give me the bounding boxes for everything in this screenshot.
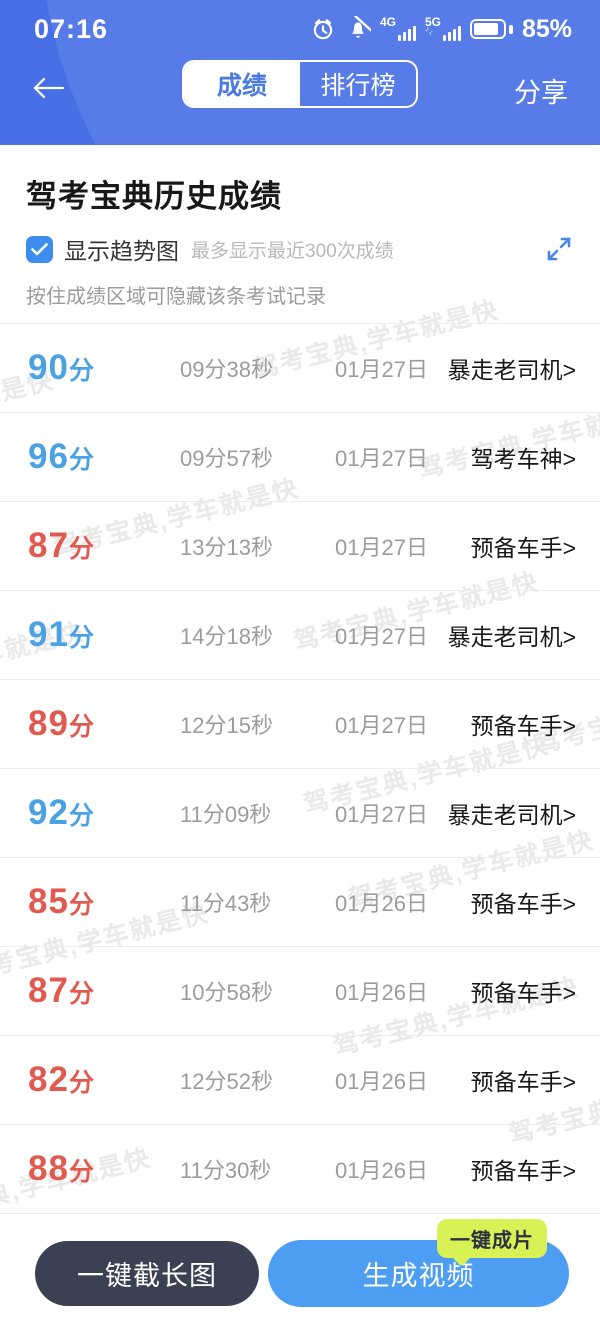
exam-date: 01月26日 [335, 891, 428, 916]
score-row[interactable]: 92分 11分09秒 01月27日 暴走老司机> [0, 769, 600, 858]
exam-date: 01月27日 [335, 357, 428, 382]
signal-5g-icon: 5G [424, 16, 461, 43]
clock-time: 07:16 [34, 13, 109, 44]
exam-date: 01月27日 [335, 713, 428, 738]
score-value: 87分 [28, 971, 94, 1010]
page-title: 驾考宝典历史成绩 [26, 179, 282, 214]
exam-duration: 12分15秒 [180, 713, 273, 738]
status-bar: 07:16 4G [0, 0, 600, 46]
content: 驾考宝典历史成绩 显示趋势图 最多显示最近300次成绩 按住成绩区域可隐藏该条考… [0, 171, 600, 1214]
exam-duration: 14分18秒 [180, 624, 273, 649]
score-value: 87分 [28, 526, 94, 565]
exam-date: 01月27日 [335, 535, 428, 560]
rank-link[interactable]: 预备车手> [470, 1069, 576, 1095]
back-arrow-icon[interactable] [30, 70, 66, 106]
score-row[interactable]: 82分 12分52秒 01月26日 预备车手> [0, 1036, 600, 1125]
generate-video-label: 生成视频 [362, 1261, 475, 1291]
tab-scores[interactable]: 成绩 [184, 62, 300, 106]
long-press-hint: 按住成绩区域可隐藏该条考试记录 [26, 286, 326, 308]
exam-duration: 11分09秒 [180, 802, 272, 827]
score-row[interactable]: 87分 10分58秒 01月26日 预备车手> [0, 947, 600, 1036]
header: 07:16 4G [0, 0, 600, 145]
score-value: 85分 [28, 882, 94, 921]
exam-date: 01月27日 [335, 802, 428, 827]
rank-link[interactable]: 预备车手> [470, 535, 576, 561]
signal-4g-icon: 4G [380, 16, 416, 43]
rank-link[interactable]: 预备车手> [470, 1158, 576, 1184]
tab-leaderboard[interactable]: 排行榜 [320, 72, 396, 100]
exam-duration: 09分57秒 [180, 446, 273, 471]
trend-checkbox[interactable] [26, 235, 53, 263]
battery-percent: 85% [521, 14, 572, 43]
trend-option-row: 显示趋势图 最多显示最近300次成绩 [26, 232, 574, 266]
header-curve-decoration [40, 0, 600, 145]
nav-bar: 成绩 排行榜 分享 [0, 46, 600, 132]
rank-link[interactable]: 预备车手> [470, 891, 576, 917]
score-value: 90分 [28, 348, 94, 387]
battery-icon [469, 19, 513, 39]
rank-link[interactable]: 预备车手> [470, 980, 576, 1006]
score-row[interactable]: 89分 12分15秒 01月27日 预备车手> [0, 680, 600, 769]
status-icons: 4G 5G 85% [310, 15, 572, 44]
exam-date: 01月27日 [335, 446, 428, 471]
exam-duration: 11分30秒 [180, 1158, 272, 1183]
exam-duration: 13分13秒 [180, 535, 273, 560]
score-rank-tabs: 成绩 排行榜 [182, 60, 418, 108]
score-value: 82分 [28, 1060, 94, 1099]
score-row[interactable]: 85分 11分43秒 01月26日 预备车手> [0, 858, 600, 947]
rank-link[interactable]: 暴走老司机> [447, 624, 576, 650]
score-value: 96分 [28, 437, 94, 476]
score-value: 88分 [28, 1149, 94, 1188]
alarm-icon [310, 16, 336, 42]
score-row[interactable]: 96分 09分57秒 01月27日 驾考车神> [0, 413, 600, 502]
rank-link[interactable]: 驾考车神> [470, 446, 576, 472]
score-list: 90分 09分38秒 01月27日 暴走老司机> 96分 09分57秒 01月2… [0, 323, 600, 1214]
score-row[interactable]: 90分 09分38秒 01月27日 暴走老司机> [0, 324, 600, 413]
exam-duration: 09分38秒 [180, 357, 273, 382]
score-row[interactable]: 88分 11分30秒 01月26日 预备车手> [0, 1125, 600, 1214]
rank-link[interactable]: 暴走老司机> [447, 802, 576, 828]
score-row[interactable]: 91分 14分18秒 01月27日 暴走老司机> [0, 591, 600, 680]
bell-muted-icon [345, 16, 371, 42]
one-key-video-badge: 一键成片 [437, 1219, 547, 1258]
score-value: 89分 [28, 704, 94, 743]
exam-duration: 11分43秒 [180, 891, 272, 916]
trend-note: 最多显示最近300次成绩 [191, 240, 394, 262]
rank-link[interactable]: 暴走老司机> [447, 357, 576, 383]
score-row[interactable]: 87分 13分13秒 01月27日 预备车手> [0, 502, 600, 591]
generate-video-button[interactable]: 生成视频 一键成片 [268, 1219, 569, 1307]
long-screenshot-button[interactable]: 一键截长图 [35, 1241, 259, 1306]
fullscreen-expand-icon[interactable] [544, 234, 574, 264]
score-value: 91分 [28, 615, 94, 654]
share-button[interactable]: 分享 [514, 78, 568, 108]
score-value: 92分 [28, 793, 94, 832]
rank-link[interactable]: 预备车手> [470, 713, 576, 739]
exam-date: 01月26日 [335, 980, 428, 1005]
exam-date: 01月26日 [335, 1069, 428, 1094]
trend-checkbox-label[interactable]: 显示趋势图 [64, 238, 179, 264]
exam-date: 01月26日 [335, 1158, 428, 1183]
footer-actions: 一键截长图 生成视频 一键成片 [0, 1219, 600, 1332]
exam-duration: 10分58秒 [180, 980, 273, 1005]
exam-duration: 12分52秒 [180, 1069, 273, 1094]
exam-date: 01月27日 [335, 624, 428, 649]
